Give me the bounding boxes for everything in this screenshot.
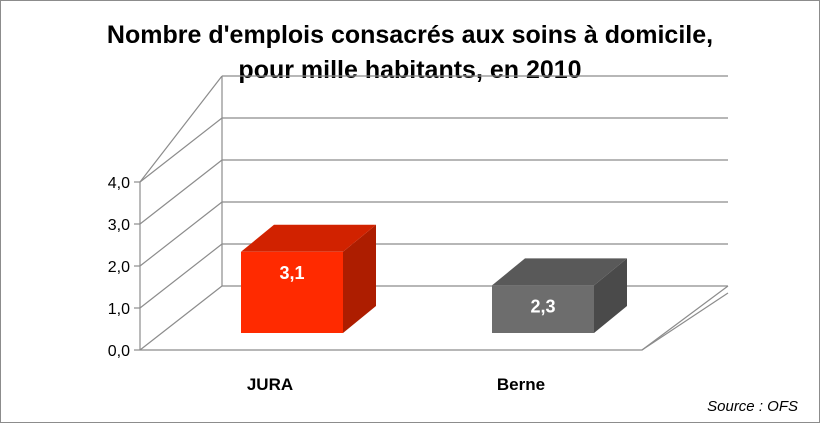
x-category-label: Berne — [497, 375, 545, 394]
x-category-label: JURA — [247, 375, 293, 394]
chart-title: Nombre d'emplois consacrés aux soins à d… — [0, 18, 820, 88]
floor-right-edge — [641, 292, 729, 351]
y-tick-label: 4,0 — [108, 175, 130, 192]
bar-top — [492, 258, 627, 286]
side-gridline — [139, 117, 223, 183]
side-wall-top-edge — [139, 75, 223, 183]
chart-title-line-2: pour mille habitants, en 2010 — [238, 56, 582, 84]
chart-title-line-1: Nombre d'emplois consacrés aux soins à d… — [106, 21, 714, 49]
side-gridline — [139, 243, 223, 309]
y-tick-label: 0,0 — [108, 343, 130, 360]
y-tick-label: 2,0 — [108, 259, 130, 276]
floor-front-edge — [140, 285, 729, 351]
y-tick-label: 3,0 — [108, 217, 130, 234]
side-gridline — [139, 285, 223, 351]
bar-top — [241, 224, 376, 252]
data-label: 3,1 — [279, 263, 304, 283]
bar-front — [492, 285, 594, 333]
source-note: Source : OFS — [707, 398, 798, 415]
bar-front — [241, 251, 343, 333]
side-gridline — [139, 201, 223, 267]
bar-side — [343, 224, 376, 333]
bar-side — [594, 258, 627, 333]
y-tick-label: 1,0 — [108, 301, 130, 318]
side-gridline — [139, 159, 223, 225]
data-label: 2,3 — [530, 296, 555, 316]
